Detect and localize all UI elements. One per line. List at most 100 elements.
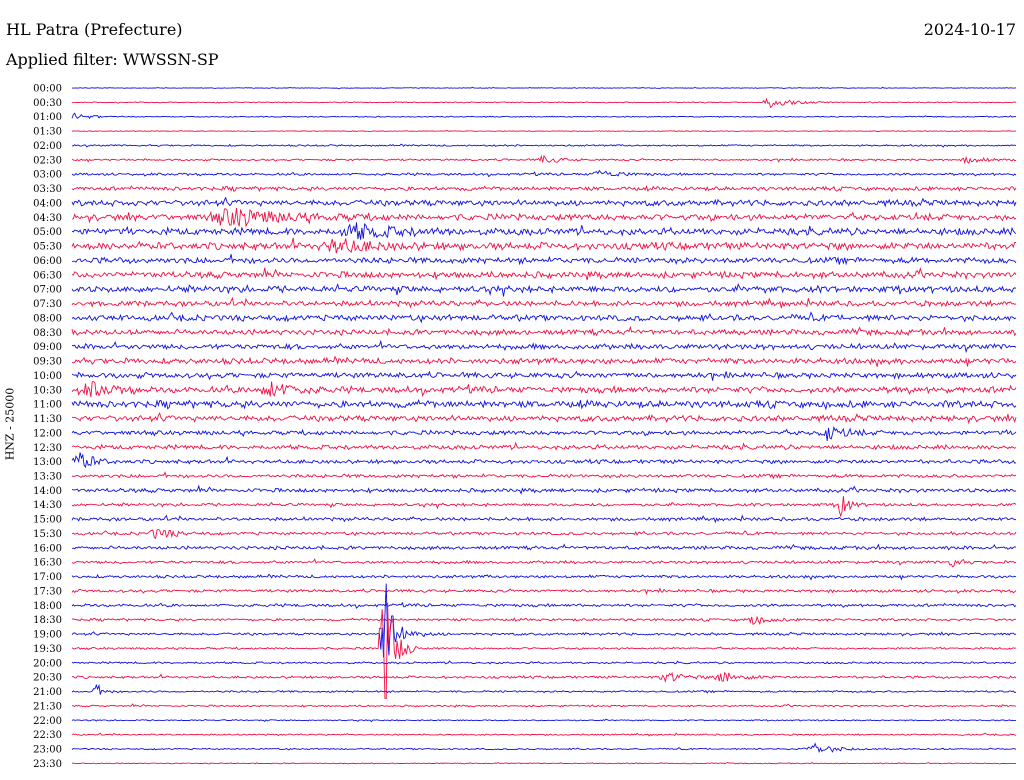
tick-label-1300: 13:00	[33, 457, 62, 468]
tick-label-1330: 13:30	[33, 471, 62, 482]
trace-1900	[71, 583, 1017, 658]
tick-label-1800: 18:00	[33, 601, 62, 612]
trace-1830	[72, 615, 1017, 626]
trace-1500	[71, 514, 1017, 524]
trace-0600	[72, 254, 1017, 266]
trace-1400	[71, 484, 1017, 495]
trace-1300	[71, 452, 1017, 469]
trace-0900	[71, 339, 1017, 354]
trace-0500	[71, 222, 1017, 240]
tick-label-1230: 12:30	[33, 443, 62, 454]
tick-label-0400: 04:00	[33, 198, 62, 209]
trace-1930	[71, 602, 1017, 700]
tick-label-1430: 14:30	[33, 500, 62, 511]
time-tick-labels: 00:00 00:30 01:00 01:30 02:00 02:30 03:00 03:30…	[33, 84, 62, 770]
tick-label-1730: 17:30	[33, 586, 62, 597]
tick-label-2130: 21:30	[33, 701, 62, 712]
tick-label-0000: 00:00	[33, 84, 62, 95]
tick-label-2330: 23:30	[33, 759, 62, 770]
trace-0400	[71, 196, 1017, 208]
trace-0200	[71, 143, 1017, 148]
trace-1100	[71, 399, 1017, 411]
tick-label-0100: 01:00	[33, 112, 62, 123]
tick-label-0630: 06:30	[33, 270, 62, 281]
filter-label: Applied filter: WWSSN-SP	[6, 50, 219, 69]
trace-1200	[71, 425, 1017, 442]
tick-label-1830: 18:30	[33, 615, 62, 626]
trace-2230	[71, 732, 1017, 737]
tick-label-1630: 16:30	[33, 558, 62, 569]
trace-0800	[71, 311, 1017, 324]
trace-0530	[71, 237, 1016, 254]
trace-0100	[71, 112, 1017, 120]
trace-2200	[71, 718, 1016, 723]
tick-label-1130: 11:30	[33, 414, 62, 425]
date-label: 2024-10-17	[923, 20, 1016, 39]
trace-0730	[71, 296, 1017, 309]
tick-label-0330: 03:30	[33, 184, 62, 195]
tick-label-0200: 02:00	[33, 141, 62, 152]
tick-label-2000: 20:00	[33, 658, 62, 669]
trace-0430	[71, 208, 1017, 228]
tick-label-2300: 23:00	[33, 745, 62, 756]
trace-2100	[71, 683, 1017, 695]
trace-2330	[71, 761, 1017, 765]
tick-label-0930: 09:30	[33, 357, 62, 368]
trace-1600	[71, 543, 1017, 551]
tick-label-0130: 01:30	[33, 127, 62, 138]
tick-label-0730: 07:30	[33, 299, 62, 310]
tick-label-1500: 15:00	[33, 515, 62, 526]
tick-label-0300: 03:00	[33, 170, 62, 181]
tick-label-1700: 17:00	[33, 572, 62, 583]
trace-0000	[72, 86, 1017, 90]
tick-label-0500: 05:00	[33, 227, 62, 238]
trace-0130	[71, 129, 1017, 132]
tick-label-2100: 21:00	[33, 687, 62, 698]
trace-0930	[71, 355, 1017, 367]
tick-label-0600: 06:00	[33, 256, 62, 267]
trace-0630	[71, 266, 1017, 281]
tick-label-0800: 08:00	[33, 313, 62, 324]
tick-label-0530: 05:30	[33, 242, 62, 253]
trace-1130	[71, 412, 1017, 425]
tick-label-1600: 16:00	[33, 543, 62, 554]
tick-label-2030: 20:30	[33, 673, 62, 684]
trace-0830	[71, 325, 1017, 337]
tick-label-0700: 07:00	[33, 285, 62, 296]
trace-1330	[71, 471, 1017, 480]
tick-label-0430: 04:30	[33, 213, 62, 224]
trace-2000	[71, 660, 1017, 665]
tick-label-2200: 22:00	[33, 716, 62, 727]
tick-label-1000: 10:00	[33, 371, 62, 382]
trace-1800	[71, 601, 1017, 609]
tick-label-0830: 08:30	[33, 328, 62, 339]
tick-label-0230: 02:30	[33, 155, 62, 166]
tick-label-1100: 11:00	[33, 400, 62, 411]
trace-0700	[71, 283, 1017, 297]
trace-1730	[71, 587, 1017, 596]
trace-1030	[71, 381, 1017, 398]
tick-label-0030: 00:30	[33, 98, 62, 109]
tick-label-1530: 15:30	[33, 529, 62, 540]
trace-1000	[71, 370, 1017, 381]
trace-0030	[71, 97, 1017, 109]
seismic-traces	[71, 86, 1017, 765]
tick-label-1930: 19:30	[33, 644, 62, 655]
tick-label-1200: 12:00	[33, 428, 62, 439]
trace-1230	[71, 441, 1017, 451]
station-title: HL Patra (Prefecture)	[6, 20, 183, 39]
trace-0230	[71, 154, 1017, 165]
tick-label-1400: 14:00	[33, 486, 62, 497]
tick-label-1900: 19:00	[33, 630, 62, 641]
trace-2030	[71, 671, 1017, 683]
trace-0330	[71, 185, 1017, 193]
trace-1430	[71, 496, 1017, 518]
trace-2130	[71, 703, 1017, 709]
trace-1700	[71, 573, 1017, 581]
trace-0300	[71, 169, 1017, 178]
trace-1530	[71, 528, 1017, 540]
tick-label-0900: 09:00	[33, 342, 62, 353]
tick-label-2230: 22:30	[33, 730, 62, 741]
tick-label-1030: 10:30	[33, 385, 62, 396]
